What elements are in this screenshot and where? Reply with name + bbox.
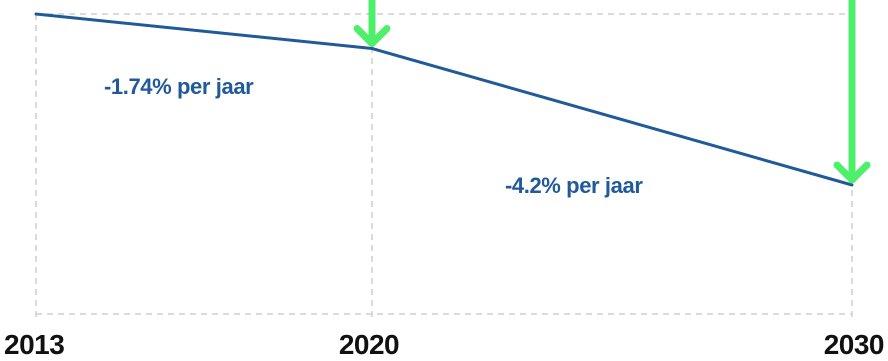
annotation-label: -1.74% per jaar <box>104 74 254 99</box>
arrow-head <box>833 161 871 184</box>
arrow-layer <box>353 0 871 184</box>
series-line <box>34 12 854 187</box>
x-axis-ticks: 2013 2020 2030 <box>4 329 885 360</box>
x-tick-label: 2020 <box>339 329 399 360</box>
reduction-arrow <box>833 0 871 184</box>
x-tick-label: 2013 <box>4 329 64 360</box>
arrow-head <box>353 25 391 47</box>
annotation-layer: -1.74% per jaar -4.2% per jaar <box>104 74 644 198</box>
annotation-label: -4.2% per jaar <box>505 173 643 198</box>
reduction-arrow <box>353 0 391 47</box>
series-layer <box>34 12 854 187</box>
grid-layer <box>35 13 853 320</box>
x-tick-label: 2030 <box>824 329 884 360</box>
